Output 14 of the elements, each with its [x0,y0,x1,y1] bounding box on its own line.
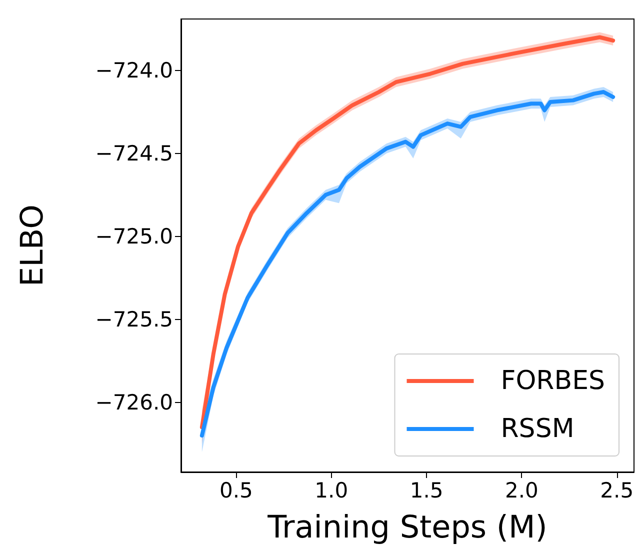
y-tick-label: −724.0 [95,58,173,82]
y-tick-label: −725.5 [95,307,173,332]
x-tick-label: 2.5 [600,478,634,502]
x-tick-label: 2.0 [505,478,538,502]
x-tick-label: 1.5 [410,478,444,502]
x-tick-label: 0.5 [219,478,253,502]
y-tick-label: −726.0 [95,390,173,414]
y-tick-label: −724.5 [95,141,173,166]
legend-label: RSSM [500,414,574,444]
x-axis-title: Training Steps (M) [266,510,548,546]
x-tick-label: 1.0 [314,478,348,502]
y-tick-label: −725.0 [95,224,173,248]
y-axis-title: ELBO [14,204,50,286]
legend-label: FORBES [500,366,606,396]
